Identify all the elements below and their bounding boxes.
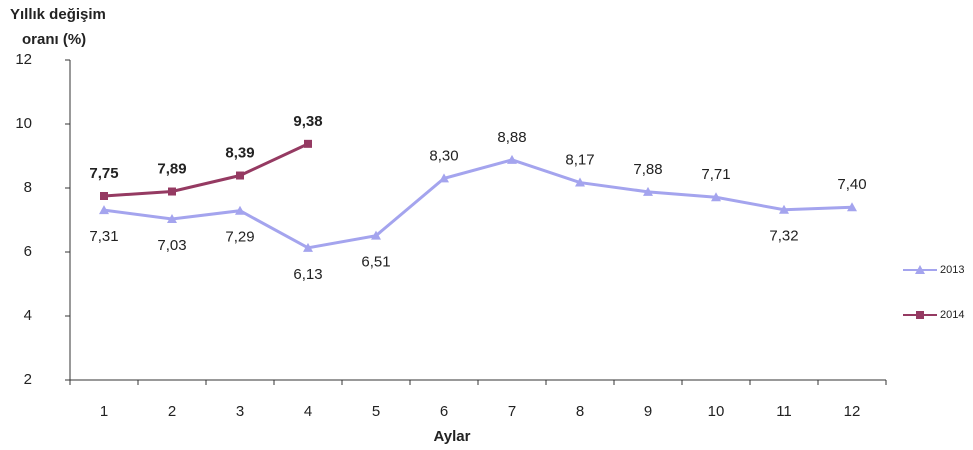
data-label: 7,31 (89, 228, 118, 245)
legend-label: 2013 (940, 264, 964, 276)
x-tick-label: 10 (708, 403, 725, 420)
marker (847, 202, 857, 212)
data-label: 6,51 (361, 254, 390, 271)
marker (711, 192, 721, 202)
data-label: 6,13 (293, 266, 322, 283)
x-axis-title: Aylar (434, 428, 471, 445)
y-tick-label: 12 (15, 51, 32, 68)
data-label: 9,38 (293, 113, 322, 130)
marker (643, 186, 653, 196)
data-label: 7,29 (225, 229, 254, 246)
marker (236, 171, 244, 180)
y-tick-label: 10 (15, 115, 32, 132)
x-tick-label: 3 (236, 403, 244, 420)
data-label: 8,17 (565, 152, 594, 169)
data-label: 7,88 (633, 161, 662, 178)
x-tick-label: 12 (844, 403, 861, 420)
y-axis-title: Yıllık değişim (10, 6, 106, 23)
series-line (103, 142, 309, 198)
series-line (103, 158, 853, 250)
data-label: 7,75 (89, 165, 118, 182)
data-label: 8,88 (497, 129, 526, 146)
y-tick-label: 4 (24, 307, 32, 324)
y-tick-label: 6 (24, 243, 32, 260)
data-label: 8,30 (429, 147, 458, 164)
x-tick-label: 6 (440, 403, 448, 420)
data-label: 7,71 (701, 166, 730, 183)
x-tick-label: 1 (100, 403, 108, 420)
data-label: 7,32 (769, 228, 798, 245)
marker (916, 311, 924, 319)
legend-label: 2014 (940, 309, 964, 321)
data-label: 7,03 (157, 237, 186, 254)
marker (167, 214, 177, 224)
y-tick-label: 2 (24, 371, 32, 388)
x-tick-label: 7 (508, 403, 516, 420)
data-label: 7,40 (837, 176, 866, 193)
marker (100, 192, 108, 200)
data-label: 8,39 (225, 144, 254, 161)
y-axis-title: oranı (%) (22, 31, 86, 48)
marker (779, 204, 789, 214)
marker (507, 154, 517, 164)
marker (99, 205, 109, 215)
x-tick-label: 4 (304, 403, 312, 420)
data-label: 7,89 (157, 160, 186, 177)
x-tick-label: 5 (372, 403, 380, 420)
marker (235, 205, 245, 215)
marker (575, 177, 585, 187)
marker (304, 139, 312, 148)
x-tick-label: 8 (576, 403, 584, 420)
y-tick-label: 8 (24, 179, 32, 196)
marker (439, 173, 449, 183)
marker (371, 230, 381, 240)
marker (168, 187, 176, 196)
marker (303, 242, 313, 252)
x-tick-label: 2 (168, 403, 176, 420)
marker (915, 265, 925, 274)
x-tick-label: 11 (776, 403, 792, 420)
x-tick-label: 9 (644, 403, 652, 420)
